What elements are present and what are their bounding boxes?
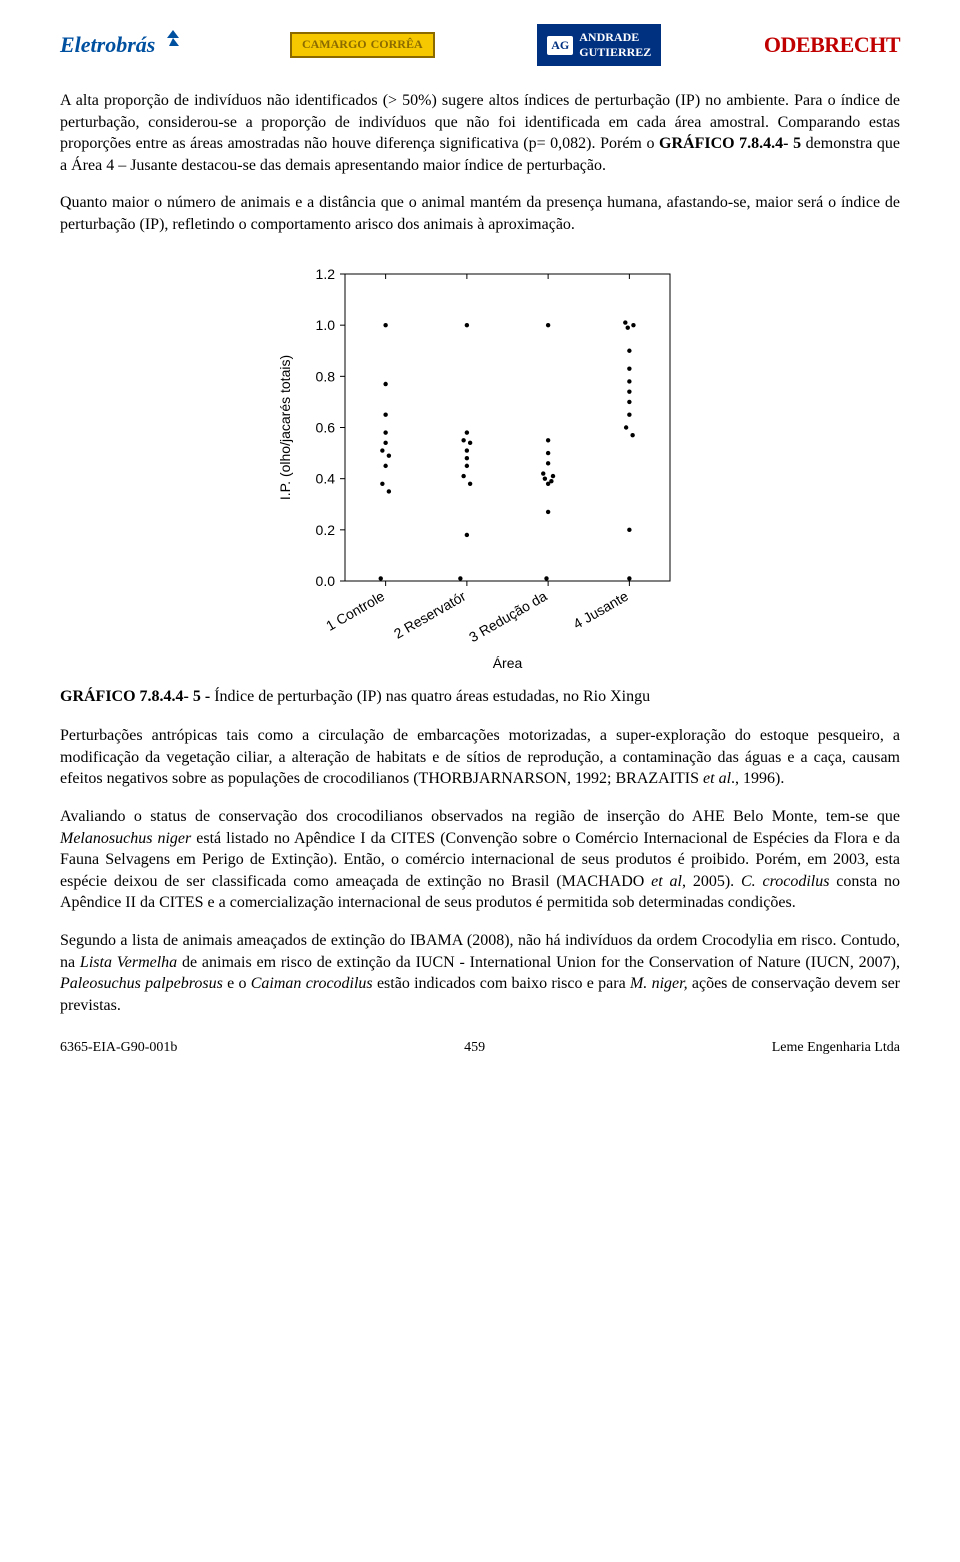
eletrobras-icon [159, 28, 187, 62]
para3-c: ., 1996). [731, 770, 784, 787]
svg-text:0.0: 0.0 [316, 573, 336, 589]
footer-right: Leme Engenharia Ltda [772, 1040, 900, 1056]
logo-andrade-l1: ANDRADE [579, 30, 651, 45]
para5-e: e o [223, 975, 251, 992]
logo-camargo-l1: CAMARGO [302, 38, 367, 51]
svg-text:0.6: 0.6 [316, 419, 336, 435]
svg-text:1.0: 1.0 [316, 317, 336, 333]
para4-d: et al [651, 873, 682, 890]
svg-text:0.8: 0.8 [316, 368, 336, 384]
logo-camargo-l2: CORRÊA [371, 38, 423, 51]
svg-text:0.4: 0.4 [316, 470, 336, 486]
caption-b: Índice de perturbação (IP) nas quatro ár… [214, 688, 650, 705]
page-footer: 6365-EIA-G90-001b 459 Leme Engenharia Lt… [60, 1040, 900, 1056]
logo-andrade-l2: GUTIERREZ [579, 45, 651, 60]
logo-andrade: AG ANDRADE GUTIERREZ [537, 24, 661, 66]
svg-text:Área: Área [493, 655, 523, 671]
chart-caption: GRÁFICO 7.8.4.4- 5 - Índice de perturbaç… [60, 686, 900, 708]
logo-eletrobras: Eletrobrás [60, 28, 187, 62]
para3-b: et al [703, 770, 731, 787]
svg-text:I.P. (olho/jacarés totais): I.P. (olho/jacarés totais) [277, 354, 293, 499]
para4-a: Avaliando o status de conservação dos cr… [60, 808, 900, 825]
logo-eletrobras-text: Eletrobrás [60, 32, 155, 58]
caption-a: GRÁFICO 7.8.4.4- 5 - [60, 688, 214, 705]
paragraph-1: A alta proporção de indivíduos não ident… [60, 90, 900, 176]
para4-b: Melanosuchus niger [60, 830, 191, 847]
para4-f: C. crocodilus [741, 873, 829, 890]
header-logos: Eletrobrás CAMARGO CORRÊA AG ANDRADE GUT… [60, 20, 900, 70]
para5-c: de animais em risco de extinção da IUCN … [177, 954, 900, 971]
paragraph-3: Perturbações antrópicas tais como a circ… [60, 725, 900, 790]
para4-e: , 2005). [682, 873, 741, 890]
para5-f: Caiman crocodilus [251, 975, 373, 992]
svg-text:1.2: 1.2 [316, 266, 336, 282]
para5-g: estão indicados com baixo risco e para [373, 975, 630, 992]
chart-container: 0.00.20.40.60.81.01.21 Controle2 Reserva… [60, 256, 900, 676]
paragraph-5: Segundo a lista de animais ameaçados de … [60, 930, 900, 1016]
para1-b: GRÁFICO 7.8.4.4- 5 [659, 135, 801, 152]
paragraph-2: Quanto maior o número de animais e a dis… [60, 192, 900, 235]
logo-camargo: CAMARGO CORRÊA [290, 32, 435, 57]
svg-text:0.2: 0.2 [316, 521, 336, 537]
logo-odebrecht: ODEBRECHT [764, 32, 900, 58]
para5-d: Paleosuchus palpebrosus [60, 975, 223, 992]
para5-h: M. niger, [630, 975, 688, 992]
footer-center: 459 [464, 1040, 485, 1056]
logo-odebrecht-text: ODEBRECHT [764, 32, 900, 58]
footer-left: 6365-EIA-G90-001b [60, 1040, 177, 1056]
scatter-chart: 0.00.20.40.60.81.01.21 Controle2 Reserva… [270, 256, 690, 676]
para5-b: Lista Vermelha [80, 954, 177, 971]
paragraph-4: Avaliando o status de conservação dos cr… [60, 806, 900, 914]
logo-andrade-ag: AG [547, 36, 573, 55]
